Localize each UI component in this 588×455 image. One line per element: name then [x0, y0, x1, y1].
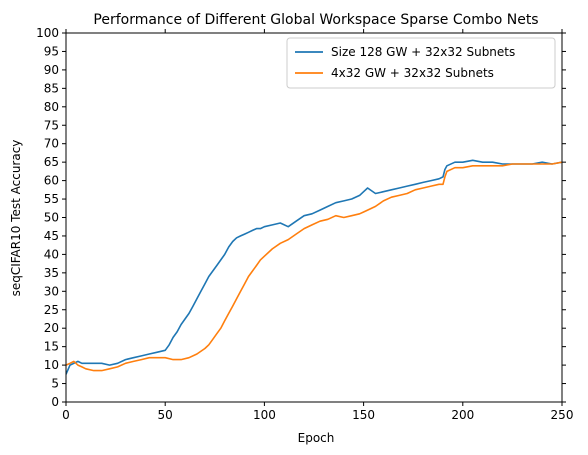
- y-tick-label: 35: [44, 266, 59, 280]
- y-tick-label: 40: [44, 247, 59, 261]
- legend: Size 128 GW + 32x32 Subnets 4x32 GW + 32x…: [286, 37, 556, 89]
- y-tick-label: 100: [36, 26, 59, 40]
- x-tick-label: 250: [551, 408, 574, 422]
- y-tick-label: 10: [44, 358, 59, 372]
- y-tick-label: 25: [44, 303, 59, 317]
- y-tick-label: 80: [44, 100, 59, 114]
- y-tick-label: 55: [44, 192, 59, 206]
- y-tick-label: 20: [44, 321, 59, 335]
- y-tick-label: 0: [51, 395, 59, 409]
- series-line-1: [66, 159, 562, 375]
- y-tick-label: 15: [44, 340, 59, 354]
- chart-title: Performance of Different Global Workspac…: [93, 12, 538, 28]
- y-tick-label: 95: [44, 44, 59, 58]
- y-tick-label: 90: [44, 63, 59, 77]
- x-axis-label: Epoch: [298, 431, 335, 445]
- x-tick-label: 100: [253, 408, 276, 422]
- y-tick-label: 85: [44, 81, 59, 95]
- plot-area: [66, 159, 562, 375]
- x-tick-label: 0: [62, 408, 70, 422]
- legend-box: [286, 37, 556, 89]
- y-tick-label: 75: [44, 118, 59, 132]
- x-tick-label: 200: [451, 408, 474, 422]
- x-tick-label: 150: [352, 408, 375, 422]
- y-tick-label: 60: [44, 174, 59, 188]
- y-tick-label: 65: [44, 155, 59, 169]
- y-tick-label: 50: [44, 211, 59, 225]
- legend-label-1: Size 128 GW + 32x32 Subnets: [331, 45, 515, 59]
- y-axis-label: seqCIFAR10 Test Accuracy: [9, 140, 23, 297]
- y-tick-label: 45: [44, 229, 59, 243]
- x-tick-label: 50: [158, 408, 173, 422]
- y-tick-label: 70: [44, 137, 59, 151]
- legend-label-2: 4x32 GW + 32x32 Subnets: [331, 66, 494, 80]
- series-line-2: [66, 161, 562, 372]
- axes: 0 5 10 15 20 25 30 35 40 45 50 55 60 65 70 75 80 85 90 95 10…: [36, 26, 573, 422]
- y-tick-label: 30: [44, 284, 59, 298]
- y-tick-label: 5: [51, 377, 59, 391]
